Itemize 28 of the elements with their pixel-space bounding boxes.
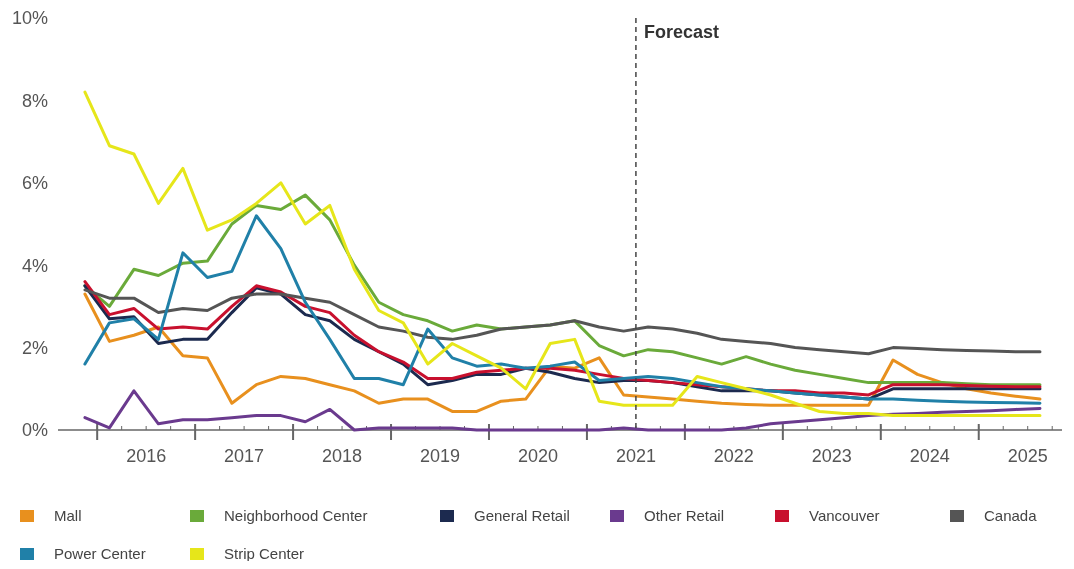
legend-label: Mall	[54, 507, 82, 525]
legend-label: Other Retail	[644, 507, 725, 525]
x-tick-label: 2021	[615, 446, 656, 466]
x-tick-label: 2023	[811, 446, 852, 466]
legend-label: Power Center	[54, 545, 146, 563]
y-tick-label: 8%	[21, 90, 48, 111]
x-tick-label: 2018	[322, 446, 363, 466]
x-tick-label: 2019	[419, 446, 461, 466]
legend-label: General Retail	[474, 507, 570, 525]
y-tick-label: 10%	[11, 8, 48, 29]
x-tick-label: 2016	[126, 446, 167, 466]
line-series	[83, 214, 1042, 405]
ref-line-label: Forecast	[643, 22, 719, 42]
legend-label: Vancouver	[809, 507, 880, 525]
x-tick-label: 2020	[517, 446, 558, 466]
x-tick-label: 2025	[1007, 446, 1048, 466]
y-tick-label: 2%	[21, 337, 48, 358]
y-tick-label: 0%	[21, 420, 48, 441]
line-series	[83, 90, 1042, 418]
legend-label: Neighborhood Center	[224, 507, 368, 525]
x-tick-label: 2022	[713, 446, 754, 466]
y-tick-label: 4%	[21, 255, 48, 276]
legend-label: Canada	[984, 507, 1038, 525]
x-tick-label: 2024	[909, 446, 950, 466]
line-series	[83, 389, 1042, 432]
line-series	[83, 288, 1042, 356]
y-tick-label: 6%	[21, 173, 48, 194]
x-tick-label: 2017	[224, 446, 265, 466]
